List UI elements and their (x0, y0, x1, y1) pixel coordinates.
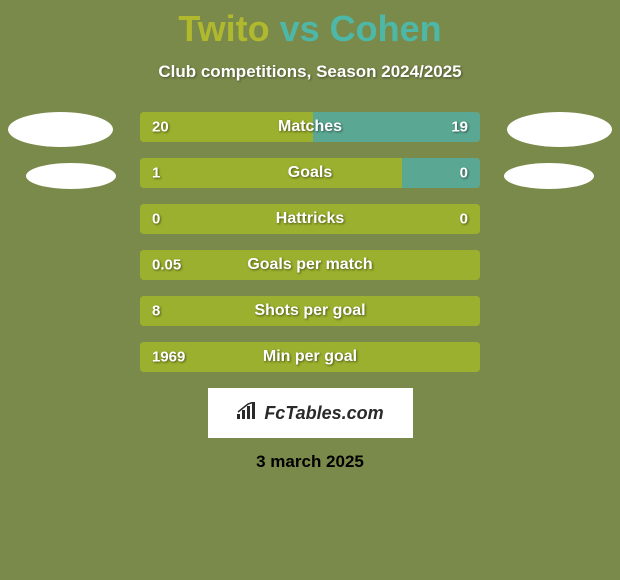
stat-value-right: 19 (451, 119, 468, 136)
brand-box[interactable]: FcTables.com (208, 388, 413, 438)
stat-value-left: 1969 (152, 349, 185, 366)
stat-value-left: 0.05 (152, 257, 181, 274)
stat-row: Matches 20 19 (140, 112, 480, 142)
stat-rows: Matches 20 19 Goals 1 0 Hattricks 0 0 Goals per m… (140, 112, 480, 372)
page-title: Twito vs Cohen (0, 8, 620, 50)
player1-avatar (8, 112, 113, 147)
stat-value-left: 1 (152, 165, 160, 182)
stat-label: Hattricks (276, 210, 344, 228)
stat-value-left: 0 (152, 211, 160, 228)
stat-label: Matches (278, 118, 342, 136)
player2-avatar (507, 112, 612, 147)
stat-value-left: 20 (152, 119, 169, 136)
stat-row: Goals 1 0 (140, 158, 480, 188)
stat-label: Goals per match (247, 256, 372, 274)
stat-row: Shots per goal 8 (140, 296, 480, 326)
player2-badge (504, 163, 594, 189)
stat-label: Shots per goal (254, 302, 365, 320)
stat-value-right: 0 (460, 211, 468, 228)
stat-row: Min per goal 1969 (140, 342, 480, 372)
comparison-container: Twito vs Cohen Club competitions, Season… (0, 0, 620, 580)
stats-area: Matches 20 19 Goals 1 0 Hattricks 0 0 Goals per m… (0, 112, 620, 372)
stat-label: Min per goal (263, 348, 357, 366)
player2-name: Cohen (330, 8, 442, 49)
subtitle: Club competitions, Season 2024/2025 (0, 62, 620, 82)
bar-right (402, 158, 480, 188)
date-text: 3 march 2025 (0, 452, 620, 472)
stat-label: Goals (288, 164, 332, 182)
brand-text: FcTables.com (264, 403, 383, 424)
stat-value-right: 0 (460, 165, 468, 182)
player1-name: Twito (178, 8, 269, 49)
player1-badge (26, 163, 116, 189)
stat-row: Goals per match 0.05 (140, 250, 480, 280)
stat-row: Hattricks 0 0 (140, 204, 480, 234)
bar-left (140, 158, 402, 188)
vs-text: vs (270, 8, 330, 49)
chart-icon (236, 402, 258, 425)
stat-value-left: 8 (152, 303, 160, 320)
